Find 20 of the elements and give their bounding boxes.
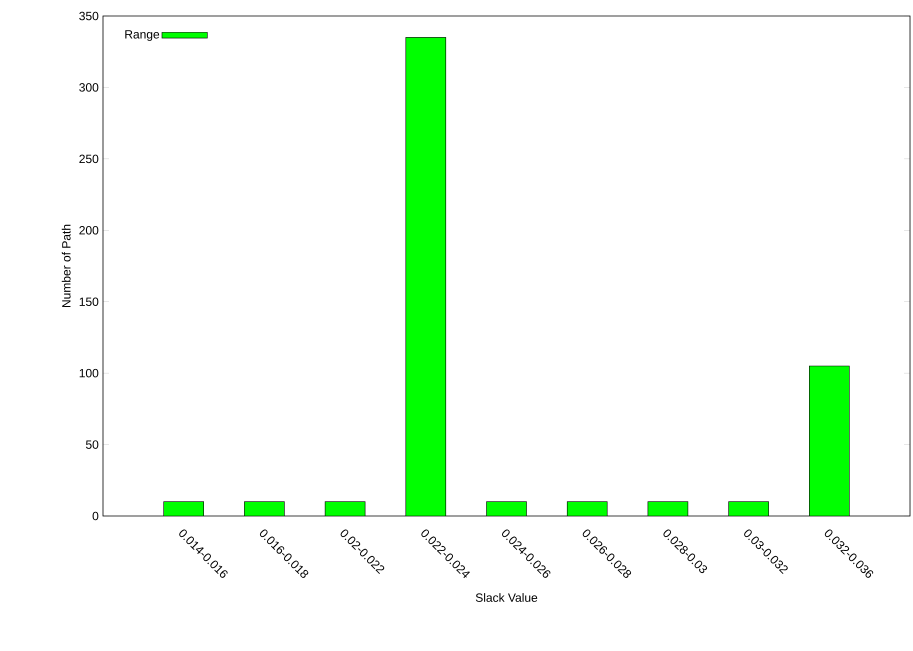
bar <box>728 501 769 516</box>
y-tick-label: 0 <box>92 512 98 520</box>
x-axis-title: Slack Value <box>476 593 538 602</box>
y-tick-label: 200 <box>79 226 98 235</box>
bar <box>648 501 688 516</box>
bar <box>244 501 285 516</box>
bar <box>566 501 608 516</box>
y-tick-label: 100 <box>80 368 98 378</box>
bar <box>324 501 366 516</box>
y-axis-title: Number of Path <box>62 224 71 308</box>
bar <box>809 366 850 516</box>
bar <box>406 37 446 516</box>
y-tick-label: 350 <box>79 12 98 20</box>
bar <box>486 501 527 516</box>
y-tick-label: 50 <box>86 440 98 449</box>
legend-label: Range <box>125 30 160 41</box>
bar <box>163 501 204 516</box>
y-tick-label: 150 <box>80 297 98 306</box>
y-tick-label: 250 <box>79 154 98 164</box>
y-tick-label: 300 <box>79 83 98 92</box>
